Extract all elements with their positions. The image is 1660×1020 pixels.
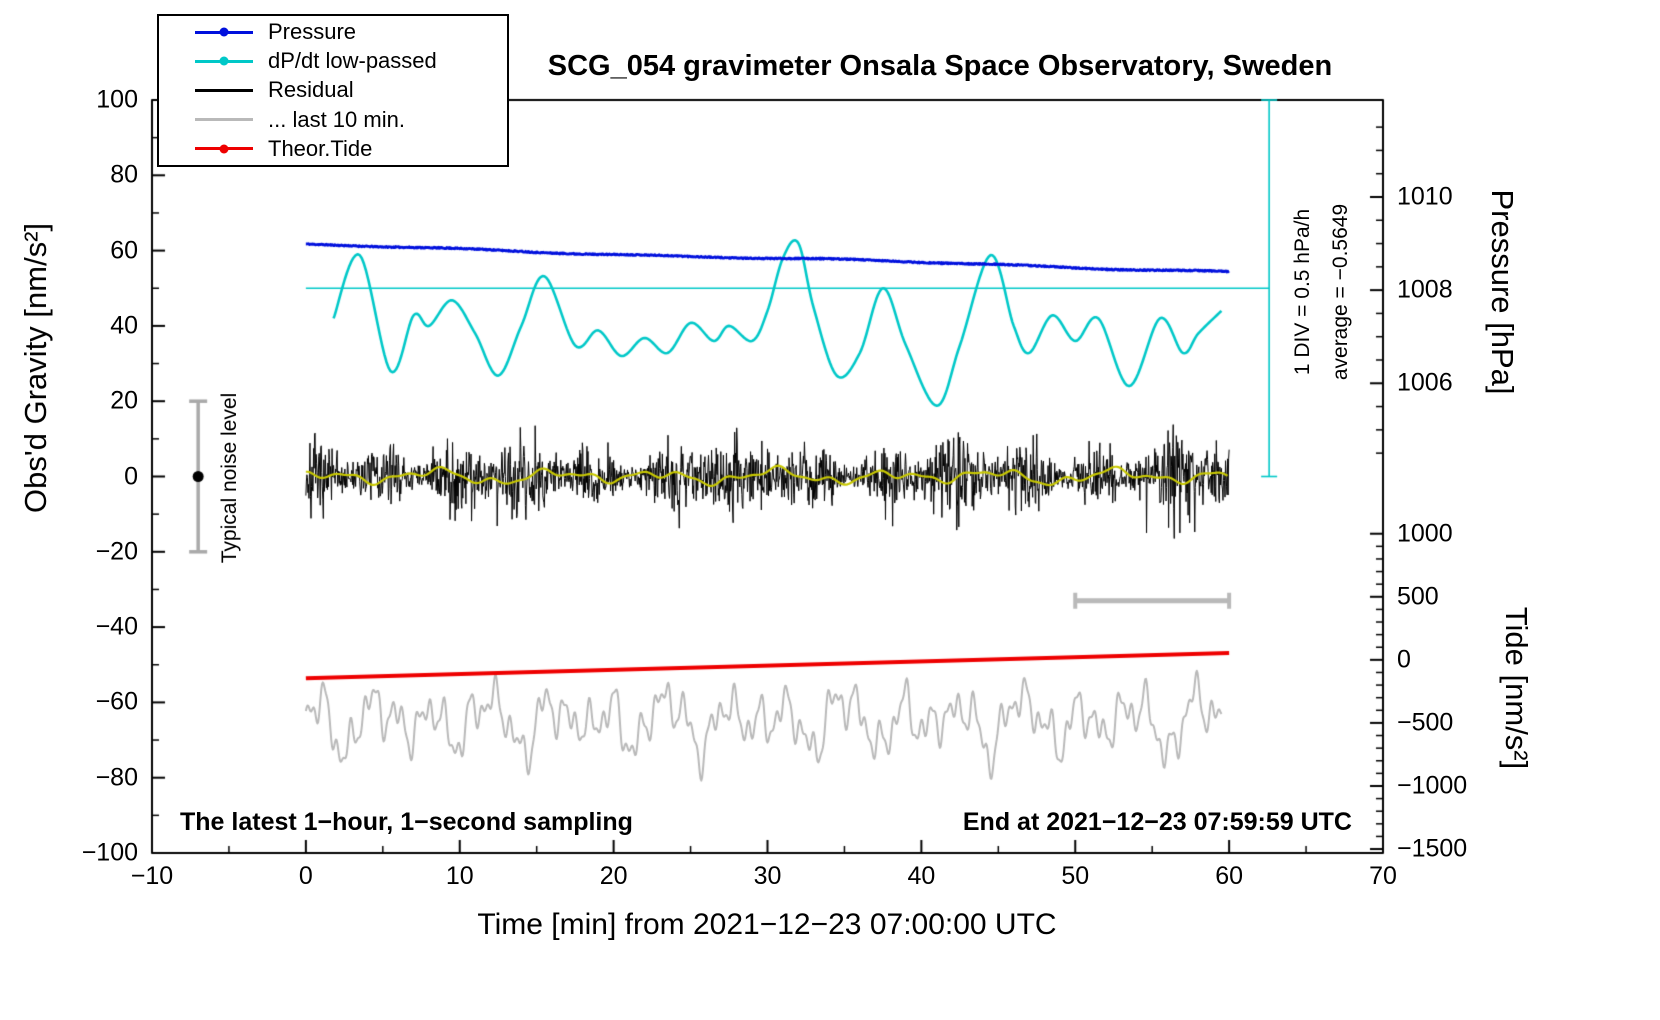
y-left-tick-label: −60 (95, 687, 138, 716)
tide-tick-label: −1500 (1397, 834, 1468, 863)
legend-dot-icon (219, 144, 229, 154)
legend-line-sample (195, 88, 253, 92)
tide-tick-label: 1000 (1397, 519, 1453, 548)
pressure-tick-label: 1010 (1397, 182, 1453, 211)
tide-tick-label: 0 (1397, 645, 1411, 674)
pressure-tick-label: 1006 (1397, 368, 1453, 397)
x-tick-label: 10 (445, 862, 474, 890)
legend-dot-icon (219, 56, 229, 66)
y-left-tick-label: 80 (110, 160, 138, 189)
y-left-tick-label: −80 (95, 763, 138, 792)
legend-item-label: dP/dt low-passed (268, 48, 437, 74)
sampling-note: The latest 1−hour, 1−second sampling (180, 808, 633, 836)
x-tick-label: 50 (1061, 862, 1090, 890)
x-tick-label: −10 (130, 862, 174, 890)
x-tick-label: 40 (907, 862, 936, 890)
legend-item: Theor.Tide (195, 136, 507, 162)
pressure-tick-label: 1008 (1397, 275, 1453, 304)
y-left-tick-label: −20 (95, 537, 138, 566)
y-axis-title-tide: Tide [nm/s²] (1499, 606, 1534, 770)
chart-title: SCG_054 gravimeter Onsala Space Observat… (547, 50, 1333, 82)
y-left-tick-label: 60 (110, 236, 138, 265)
legend-line-sample (195, 56, 253, 66)
y-axis-title-gravity: Obs'd Gravity [nm/s²] (18, 222, 53, 514)
legend-item: ... last 10 min. (195, 107, 507, 133)
x-tick-label: 30 (753, 862, 782, 890)
legend-line-sample (195, 118, 253, 122)
legend: Pressure dP/dt low-passed Residual ... last… (157, 14, 509, 167)
y-left-tick-label: 40 (110, 311, 138, 340)
y-left-tick-label: −40 (95, 612, 138, 641)
x-tick-label: 70 (1369, 862, 1397, 890)
legend-item-label: Pressure (268, 19, 357, 45)
div-scale-annotation: 1 DIV = 0.5 hPa/h (1291, 208, 1314, 376)
end-time-note: End at 2021−12−23 07:59:59 UTC (962, 808, 1352, 836)
average-annotation: average = −0.5649 (1329, 203, 1352, 381)
legend-item-label: ... last 10 min. (268, 106, 405, 132)
tide-tick-label: −500 (1397, 708, 1454, 737)
legend-line-sample (195, 144, 253, 154)
y-left-tick-label: 0 (124, 462, 138, 490)
legend-line-sample (195, 27, 253, 37)
y-axis-title-pressure: Pressure [hPa] (1485, 189, 1520, 395)
x-tick-label: 60 (1215, 862, 1244, 890)
legend-item: dP/dt low-passed (195, 48, 507, 74)
y-left-tick-label: 20 (110, 386, 138, 415)
tide-tick-label: −1000 (1397, 771, 1468, 800)
legend-item-label: Theor.Tide (268, 135, 373, 161)
x-axis-title: Time [min] from 2021−12−23 07:00:00 UTC (477, 908, 1057, 941)
y-left-tick-label: 100 (96, 85, 138, 114)
tide-tick-label: 500 (1397, 582, 1439, 611)
legend-item: Residual (195, 77, 507, 103)
noise-level-annotation: Typical noise level (218, 392, 241, 564)
y-left-tick-label: −100 (81, 838, 138, 867)
x-tick-label: 0 (298, 862, 313, 890)
legend-item-label: Residual (268, 77, 354, 103)
legend-item: Pressure (195, 19, 507, 45)
x-tick-label: 20 (599, 862, 628, 890)
legend-dot-icon (219, 27, 229, 37)
